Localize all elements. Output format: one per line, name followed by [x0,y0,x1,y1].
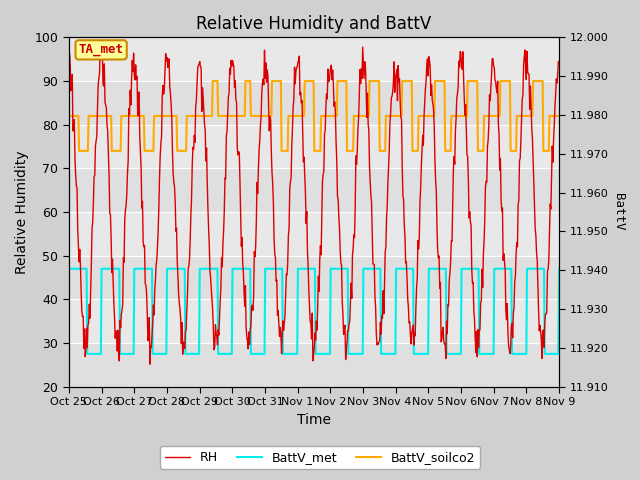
RH [556,59,563,65]
BattV_soilco2 [175,148,182,154]
Legend: RH, BattV_met, BattV_soilco2: RH, BattV_met, BattV_soilco2 [159,446,481,469]
X-axis label: Time: Time [297,413,331,427]
Bar [69,168,559,212]
RH [65,72,73,78]
BattV_met [374,266,381,272]
RH [175,300,183,306]
RH [99,37,106,43]
BattV_soilco2 [389,113,397,119]
Title: Relative Humidity and BattV: Relative Humidity and BattV [196,15,431,33]
BattV_met [125,351,132,357]
Bar [69,343,559,386]
RH [202,127,209,133]
Bar [69,256,559,300]
Line: BattV_met: BattV_met [69,269,559,354]
Line: BattV_soilco2: BattV_soilco2 [69,81,559,151]
RH [125,106,132,111]
Y-axis label: BattV: BattV [612,193,625,231]
BattV_soilco2 [74,113,81,119]
RH [74,226,81,232]
RH [146,361,154,367]
BattV_met [175,266,182,272]
BattV_met [388,351,396,357]
BattV_soilco2 [125,113,132,119]
BattV_met [74,266,81,272]
BattV_soilco2 [556,113,563,119]
BattV_met [201,266,209,272]
BattV_soilco2 [76,148,83,154]
Y-axis label: Relative Humidity: Relative Humidity [15,150,29,274]
BattV_met [65,266,73,272]
Bar [69,81,559,125]
BattV_soilco2 [209,78,216,84]
BattV_soilco2 [374,78,382,84]
Text: TA_met: TA_met [79,43,124,56]
BattV_met [556,266,563,272]
BattV_met [83,351,91,357]
RH [389,89,397,95]
BattV_soilco2 [201,113,209,119]
RH [374,341,382,347]
BattV_soilco2 [65,113,73,119]
Line: RH: RH [69,40,559,364]
